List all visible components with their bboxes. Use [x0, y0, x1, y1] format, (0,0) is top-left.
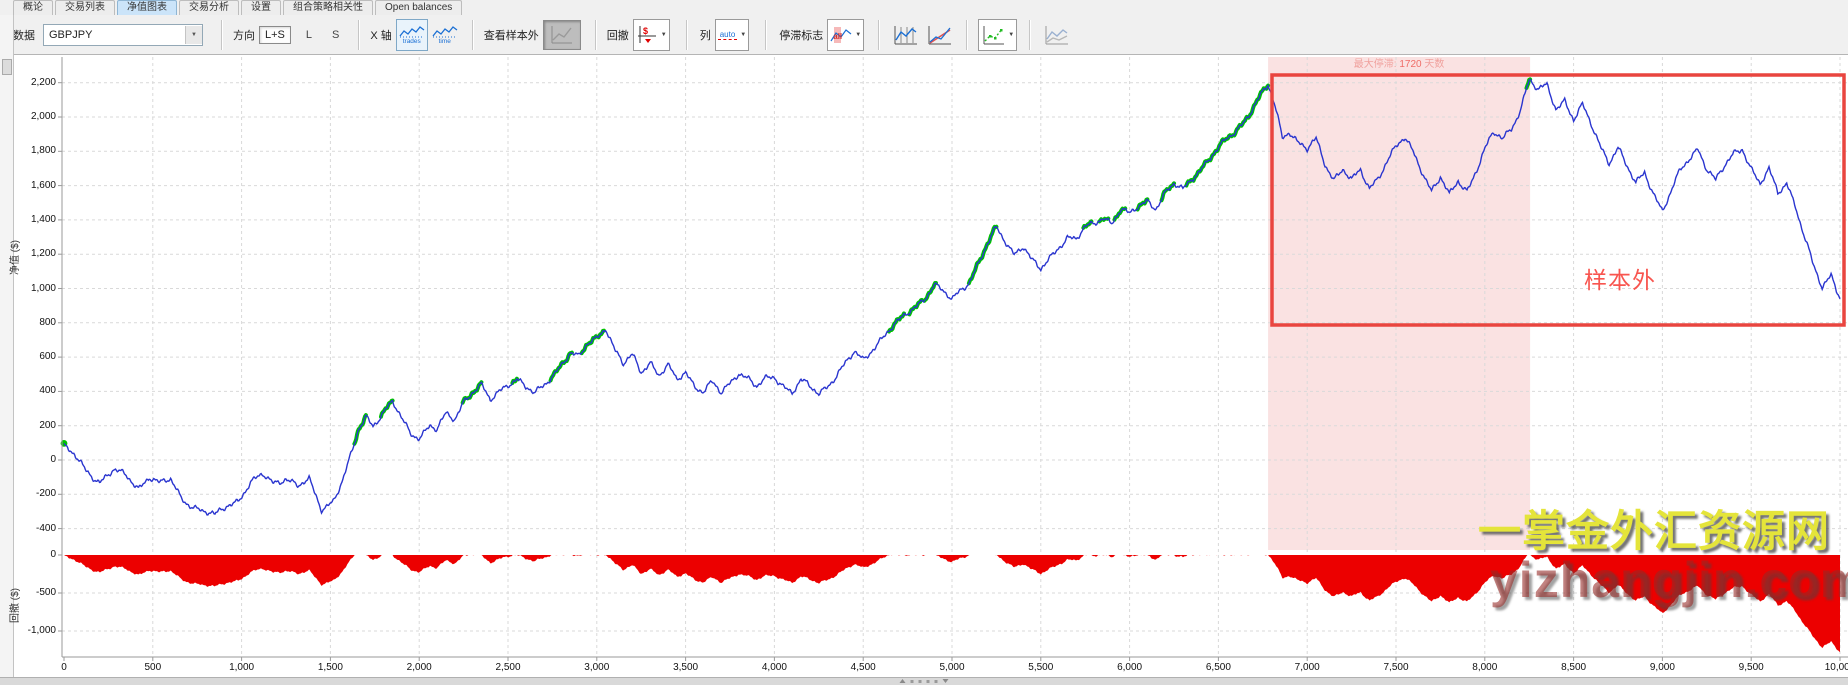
oos-chart-icon: [551, 25, 572, 43]
axes: [58, 57, 1848, 661]
collapse-down-icon[interactable]: [942, 679, 949, 683]
columns-dropdown[interactable]: auto ▼: [714, 18, 750, 51]
tab-bar: 概论 交易列表 净值图表 交易分析 设置 组合策略相关性 Open balanc…: [0, 0, 1848, 16]
left-splitter-rail[interactable]: [0, 15, 14, 677]
stagnation-all-icon: all: [830, 25, 852, 45]
svg-text:$: $: [643, 26, 648, 36]
tab-portfolio-correlation[interactable]: 组合策略相关性: [283, 0, 373, 15]
compare-curves-icon: [1045, 25, 1069, 44]
trades-chart-icon: [399, 25, 425, 37]
chevron-down-icon[interactable]: ▼: [185, 25, 202, 44]
tab-settings[interactable]: 设置: [241, 0, 281, 15]
columns-label: 列: [699, 29, 711, 42]
chevron-down-icon: ▼: [740, 31, 747, 38]
separator: [685, 19, 688, 50]
time-chart-icon: [432, 25, 458, 37]
drawdown-label: 回撤: [606, 29, 629, 42]
xaxis-time-label: time: [438, 37, 451, 45]
tab-overview[interactable]: 概论: [13, 0, 53, 15]
oos-stagnation-region: [1268, 57, 1531, 550]
xaxis-label: X 轴: [370, 29, 392, 42]
stagnation-prefix: 最大停滞:: [1353, 59, 1400, 70]
data-label: 数据: [13, 29, 35, 42]
tab-trade-analysis[interactable]: 交易分析: [179, 0, 239, 15]
tab-equity-chart[interactable]: 净值图表: [117, 0, 177, 15]
equity-chart-svg: [58, 57, 1848, 661]
separator: [221, 19, 223, 50]
equity-style-dropdown[interactable]: ▼: [978, 18, 1018, 51]
out-of-sample-label: 样本外: [1584, 267, 1656, 293]
stagnation-label: 停滞标志: [779, 29, 824, 42]
compare-curves-button[interactable]: [1041, 20, 1071, 50]
separator: [1029, 19, 1032, 50]
splitter-grip[interactable]: [2, 59, 12, 75]
watermark-site-url: yizhangjin.com: [1490, 552, 1848, 608]
oos-highlight-box: [1270, 73, 1846, 327]
separator: [966, 19, 969, 50]
stagnation-dropdown[interactable]: all ▼: [827, 18, 865, 51]
watermark-site-name: 一掌金外汇资源网: [1478, 508, 1830, 556]
view-oos-toggle-button[interactable]: [542, 19, 581, 50]
direction-long-button[interactable]: L: [305, 28, 313, 41]
chevron-down-icon: ▼: [660, 31, 667, 38]
toolbar: 数据 GBPJPY ▼ 方向 L+S L S X 轴 trades time 查…: [0, 15, 1848, 55]
green-dotted-line-icon: [983, 25, 1005, 44]
direction-long-short-button[interactable]: L+S: [259, 25, 291, 44]
separator: [765, 19, 768, 50]
separator: [471, 19, 474, 50]
grip-dot: [926, 679, 930, 683]
drawdown-mode-dropdown[interactable]: $ ▼: [632, 18, 670, 51]
symbol-value: GBPJPY: [49, 28, 93, 41]
drawdown-area-series: [64, 555, 1840, 653]
columns-auto-icon: auto: [717, 29, 738, 40]
stagnation-suffix: 天数: [1421, 59, 1445, 70]
chevron-down-icon: ▼: [1008, 31, 1015, 38]
stagnation-days-value: 1720: [1399, 59, 1422, 70]
separator: [594, 19, 597, 50]
splitter-collapse-grip[interactable]: [899, 679, 949, 683]
tab-trade-list[interactable]: 交易列表: [55, 0, 115, 15]
xaxis-trades-label: trades: [402, 37, 421, 45]
grip-dot: [934, 679, 938, 683]
collapse-up-icon[interactable]: [899, 679, 906, 683]
benchmark-line-icon: [928, 25, 952, 44]
stagnation-lines-button[interactable]: [890, 20, 920, 50]
separator: [358, 19, 361, 50]
dollar-drawdown-icon: $: [637, 25, 656, 43]
view-oos-label: 查看样本外: [483, 29, 539, 42]
symbol-combobox[interactable]: GBPJPY ▼: [43, 23, 203, 46]
max-stagnation-annotation: 最大停滞: 1720 天数: [1268, 55, 1530, 70]
grip-dot: [910, 679, 914, 683]
direction-label: 方向: [233, 29, 255, 42]
equity-line-series: [63, 78, 1841, 516]
direction-short-button[interactable]: S: [332, 28, 340, 41]
xaxis-time-button[interactable]: time: [430, 20, 460, 50]
separator: [878, 19, 881, 50]
stagnation-lines-icon: [894, 25, 918, 44]
benchmark-line-button[interactable]: [924, 20, 954, 50]
chevron-down-icon: ▼: [855, 31, 862, 38]
tab-open-balances[interactable]: Open balances: [375, 0, 463, 15]
grip-dot: [918, 679, 922, 683]
xaxis-trades-button[interactable]: trades: [395, 18, 428, 51]
bottom-splitter-bar[interactable]: [0, 677, 1848, 685]
